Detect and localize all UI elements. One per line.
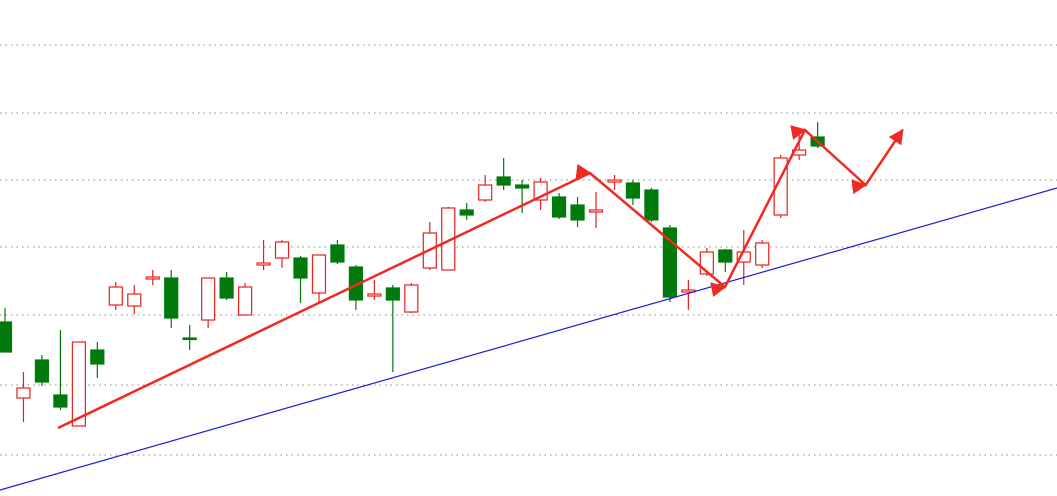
candle-body	[182, 337, 197, 341]
candle-body	[607, 179, 622, 183]
candle-body	[348, 266, 364, 301]
wave-line	[57, 125, 904, 430]
candle-body	[662, 227, 677, 298]
candle-body	[755, 242, 770, 266]
candle-body	[551, 196, 567, 218]
candle-body	[293, 257, 308, 279]
candle-body	[515, 184, 530, 189]
candle-body	[404, 284, 419, 313]
candle-body	[644, 189, 659, 221]
candle-body	[385, 287, 400, 301]
candle-body	[459, 209, 474, 216]
candle-body	[256, 262, 271, 266]
candle-body	[625, 182, 641, 199]
candle-body	[330, 244, 345, 263]
candle-body	[16, 387, 31, 399]
candle-body	[34, 359, 50, 383]
candle-body	[145, 276, 160, 280]
candle-body	[570, 204, 585, 221]
candle-body	[0, 321, 13, 353]
candle-body	[588, 209, 604, 213]
candle-body	[90, 349, 105, 365]
trend-line	[0, 187, 1057, 491]
candle-body	[71, 341, 86, 427]
candle-body	[718, 249, 733, 263]
candle-body	[108, 286, 123, 306]
candle-body	[311, 254, 327, 294]
candle-body	[367, 293, 382, 297]
candle-body	[201, 277, 216, 321]
candle-body	[219, 277, 234, 299]
candle-body	[274, 241, 290, 259]
candle-body	[127, 293, 142, 307]
candle-body	[237, 286, 253, 316]
candle-body	[496, 176, 511, 186]
candle-body	[164, 277, 179, 319]
candle-body	[478, 184, 493, 201]
candle-body	[53, 394, 68, 408]
